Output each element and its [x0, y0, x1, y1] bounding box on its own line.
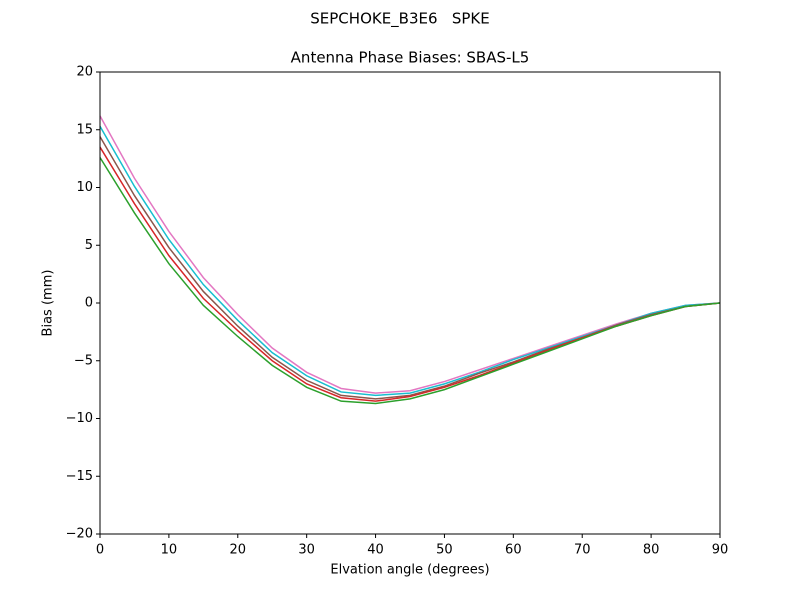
y-tick-label: −20: [66, 527, 93, 542]
x-tick-label: 20: [230, 543, 247, 558]
x-tick-label: 80: [643, 543, 660, 558]
y-tick-label: −15: [66, 469, 93, 484]
series-line: [99, 115, 721, 394]
chart-title: Antenna Phase Biases: SBAS-L5: [291, 49, 530, 67]
y-tick-label: −10: [66, 411, 93, 426]
x-axis-label: Elvation angle (degrees): [330, 563, 489, 578]
y-tick-label: 5: [85, 238, 93, 253]
x-tick-label: 70: [574, 543, 591, 558]
y-tick-label: −5: [74, 353, 93, 368]
x-tick-label: 40: [367, 543, 384, 558]
plot-frame: [99, 71, 721, 535]
y-tick-label: 0: [85, 296, 93, 311]
y-tick-label: 15: [76, 122, 93, 137]
y-axis-label: Bias (mm): [41, 270, 56, 337]
x-tick-label: 0: [96, 543, 104, 558]
x-tick-label: 10: [161, 543, 178, 558]
series-line: [99, 157, 721, 405]
y-tick-label: 20: [76, 65, 93, 80]
y-tick-label: 10: [76, 180, 93, 195]
x-tick-label: 50: [436, 543, 453, 558]
x-tick-label: 60: [505, 543, 522, 558]
suptitle: SEPCHOKE_B3E6 SPKE: [310, 10, 489, 29]
series-line: [99, 136, 721, 400]
x-tick-label: 30: [298, 543, 315, 558]
x-tick-label: 90: [712, 543, 729, 558]
